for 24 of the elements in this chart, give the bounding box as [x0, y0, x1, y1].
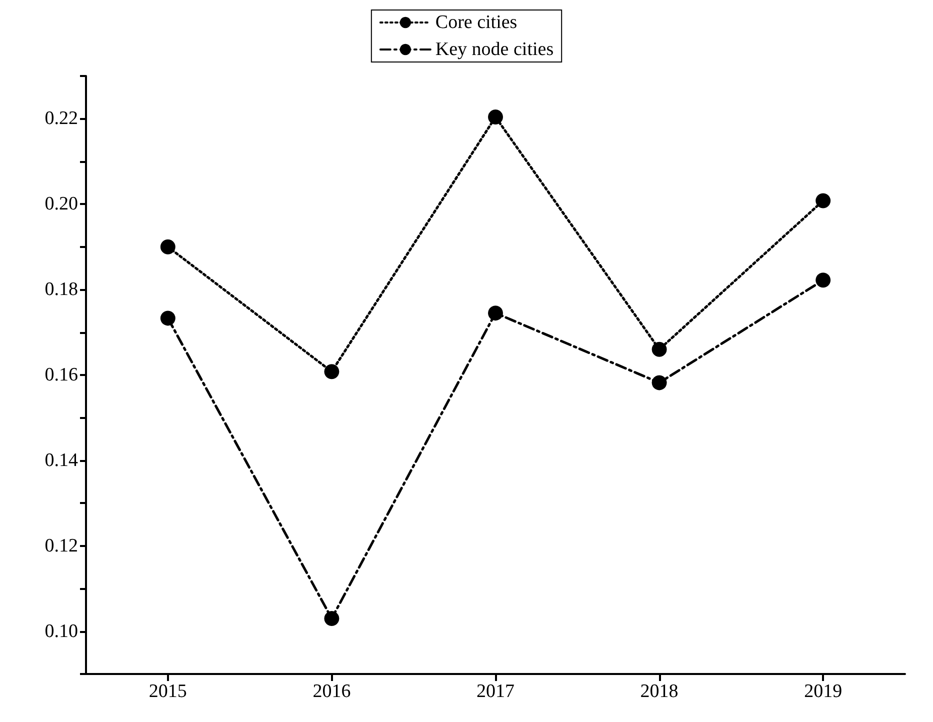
y-tick-label: 0.16 [44, 364, 78, 386]
y-tick-label: 0.18 [44, 279, 78, 300]
point [652, 342, 667, 357]
y-tick-label: 0.12 [44, 535, 78, 556]
point [488, 306, 503, 321]
point [160, 239, 176, 254]
x-tick-label: 2017 [476, 681, 514, 702]
x-tick-label: 2016 [312, 681, 351, 702]
legend-label: Key node cities [435, 39, 554, 60]
y-tick-label: 0.10 [44, 620, 78, 642]
y-tick-label: 0.14 [44, 450, 78, 471]
y-tick-label: 0.22 [44, 108, 78, 130]
point [324, 610, 340, 626]
point [816, 193, 831, 208]
y-tick-label: 0.20 [44, 194, 78, 215]
x-tick-label: 2018 [640, 681, 678, 702]
x-tick-label: 2019 [804, 681, 842, 702]
point [488, 110, 503, 124]
point [652, 375, 667, 390]
point [160, 310, 176, 326]
point [324, 364, 340, 380]
x-tick-label: 2015 [148, 681, 187, 702]
legend-label: Core cities [435, 12, 518, 33]
point [816, 272, 831, 288]
